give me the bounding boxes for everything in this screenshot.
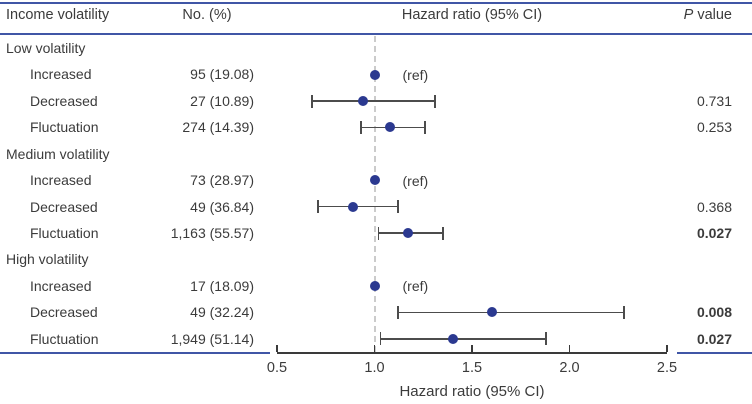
ci-cap	[311, 94, 313, 108]
hr-point	[369, 280, 380, 291]
row-label: Increased	[30, 277, 92, 294]
column-header-income-volatility: Income volatility	[6, 7, 110, 23]
axis-tick-label: 1.5	[461, 360, 483, 376]
row-count: 49 (36.84)	[190, 198, 254, 215]
row-count: 73 (28.97)	[190, 172, 254, 189]
forest-row: Increased 73 (28.97)	[0, 167, 752, 193]
axis-tick	[666, 345, 668, 352]
ci-cap	[397, 305, 399, 319]
hr-point	[348, 201, 359, 212]
row-count: 49 (32.24)	[190, 304, 254, 321]
row-p-value: 0.368	[696, 198, 732, 215]
row-p-value: 0.008	[696, 304, 732, 321]
row-label: Fluctuation	[30, 330, 99, 347]
axis-tick-label: 1.0	[364, 360, 385, 376]
ci-cap	[545, 332, 547, 346]
row-label: Low volatility	[6, 40, 86, 56]
reference-line	[373, 36, 376, 352]
hr-point	[357, 96, 368, 107]
p-value-rest: value	[693, 7, 732, 23]
p-value-italic-p: P	[683, 7, 694, 23]
ci-cap	[397, 200, 399, 214]
ref-label: (ref)	[402, 278, 429, 295]
row-label: Fluctuation	[30, 119, 99, 136]
forest-row: Fluctuation 1,949 (51.14) 0.027	[0, 326, 752, 352]
column-header-hazard-ratio: Hazard ratio (95% CI)	[401, 7, 543, 23]
column-header-no-percent: No. (%)	[182, 7, 232, 23]
axis-baseline	[277, 352, 667, 354]
axis-tick-label: 2.0	[559, 360, 580, 376]
row-p-value: 0.253	[696, 119, 732, 136]
forest-row: High volatility	[0, 246, 752, 272]
ci-line	[380, 338, 547, 340]
row-p-value: 0.027	[696, 330, 732, 347]
forest-row: Medium volatility	[0, 141, 752, 167]
row-label: Decreased	[30, 198, 98, 215]
row-label: High volatility	[6, 251, 89, 268]
ci-cap	[623, 305, 625, 319]
axis-tick	[568, 345, 571, 352]
row-label: Decreased	[30, 92, 98, 109]
row-count: 1,949 (51.14)	[170, 330, 254, 347]
ci-cap	[424, 120, 426, 134]
axis-title: Hazard ratio (95% CI)	[399, 383, 545, 400]
ci-cap	[434, 94, 436, 108]
forest-row: Low volatility	[0, 35, 752, 61]
row-count: 17 (18.09)	[190, 277, 254, 294]
ci-cap	[317, 200, 319, 214]
hr-point	[369, 175, 380, 186]
axis-tick-label: 2.5	[656, 360, 678, 376]
row-label: Increased	[30, 172, 92, 189]
axis-tick-label: 0.5	[266, 360, 288, 376]
forest-row: Fluctuation 274 (14.39) 0.253	[0, 114, 752, 140]
hr-point	[402, 228, 413, 239]
axis-tick	[276, 345, 278, 352]
forest-row: Fluctuation 1,163 (55.57) 0.027	[0, 220, 752, 246]
hr-point	[447, 333, 458, 344]
axis-tick	[471, 345, 473, 352]
hr-point	[369, 69, 380, 80]
ci-cap	[377, 226, 380, 240]
row-p-value: 0.731	[696, 92, 732, 109]
row-count: 27 (10.89)	[190, 92, 254, 109]
hr-point	[486, 307, 497, 318]
column-header-p-value: P value	[684, 7, 732, 23]
row-count: 95 (19.08)	[190, 66, 254, 83]
hr-point	[385, 122, 396, 133]
ci-cap	[379, 332, 382, 346]
top-border-line	[0, 2, 752, 4]
forest-row: Increased 17 (18.09)	[0, 273, 752, 299]
ci-line	[397, 311, 625, 314]
row-label: Fluctuation	[30, 224, 99, 241]
forest-row: Decreased 49 (32.24) 0.008	[0, 299, 752, 325]
row-label: Increased	[30, 66, 92, 83]
row-label: Medium volatility	[6, 145, 110, 162]
ref-label: (ref)	[402, 67, 429, 84]
bottom-border-right	[677, 352, 752, 354]
forest-row: Decreased 49 (36.84) 0.368	[0, 194, 752, 220]
ci-line	[312, 100, 435, 102]
header-underline	[0, 33, 752, 35]
row-count: 1,163 (55.57)	[170, 224, 254, 241]
row-count: 274 (14.39)	[182, 119, 254, 136]
forest-row: Increased 95 (19.08)	[0, 61, 752, 87]
axis-tick	[373, 345, 376, 352]
row-label: Decreased	[30, 304, 98, 321]
ref-label: (ref)	[402, 172, 429, 189]
forest-row: Decreased 27 (10.89) 0.731	[0, 88, 752, 114]
bottom-border-left	[0, 352, 270, 354]
row-p-value: 0.027	[696, 224, 732, 241]
ci-cap	[442, 226, 444, 240]
ci-cap	[360, 120, 362, 134]
